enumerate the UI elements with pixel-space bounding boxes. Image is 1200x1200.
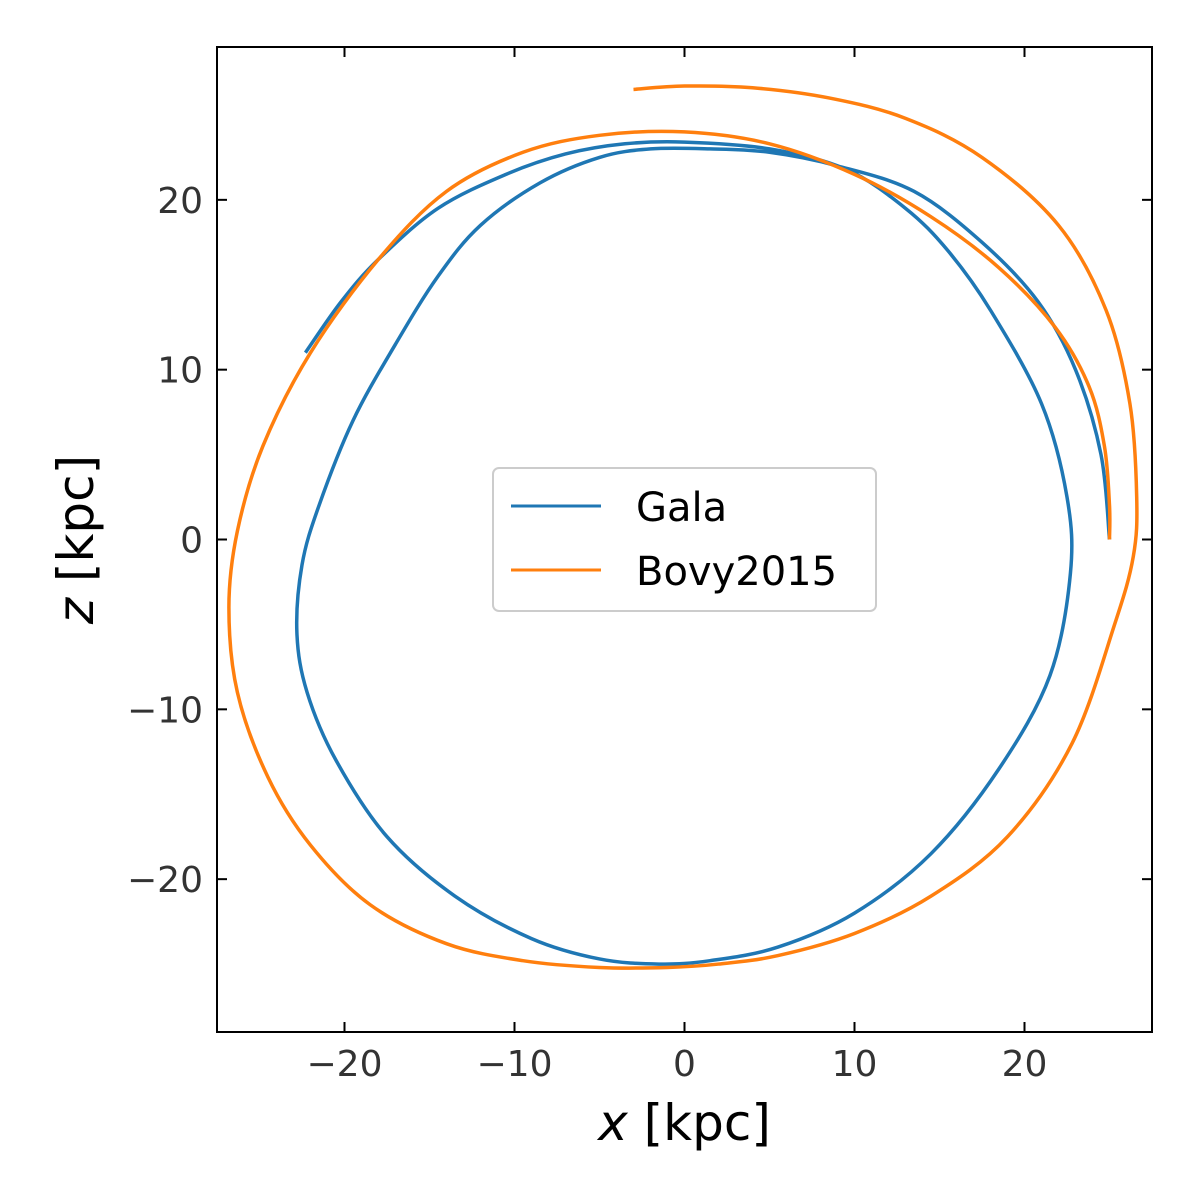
ticks-layer: −20 −10 0 10 20 −20 −10 0 10 20 [127, 47, 1152, 1085]
x-tick-label: 0 [673, 1044, 696, 1085]
x-axis-label: x [kpc] [596, 1094, 771, 1152]
series-layer [227, 84, 1139, 970]
x-tick-label: −10 [477, 1044, 553, 1085]
y-axis-label: z [kpc] [47, 455, 105, 625]
x-tick-label: −20 [307, 1044, 383, 1085]
series-line-bovy2015 [227, 84, 1139, 970]
y-tick-label: 0 [180, 521, 203, 562]
x-tick-label: 10 [832, 1044, 878, 1085]
y-tick-label: 10 [157, 351, 203, 392]
legend-label-gala: Gala [636, 485, 727, 531]
legend-label-bovy2015: Bovy2015 [636, 549, 837, 595]
legend-box [492, 467, 877, 612]
series-line-gala [294, 139, 1112, 966]
legend: Gala Bovy2015 [492, 467, 877, 612]
y-tick-label: −10 [127, 690, 203, 731]
y-tick-label: 20 [157, 181, 203, 222]
y-tick-label: −20 [127, 860, 203, 901]
x-tick-label: 20 [1002, 1044, 1048, 1085]
